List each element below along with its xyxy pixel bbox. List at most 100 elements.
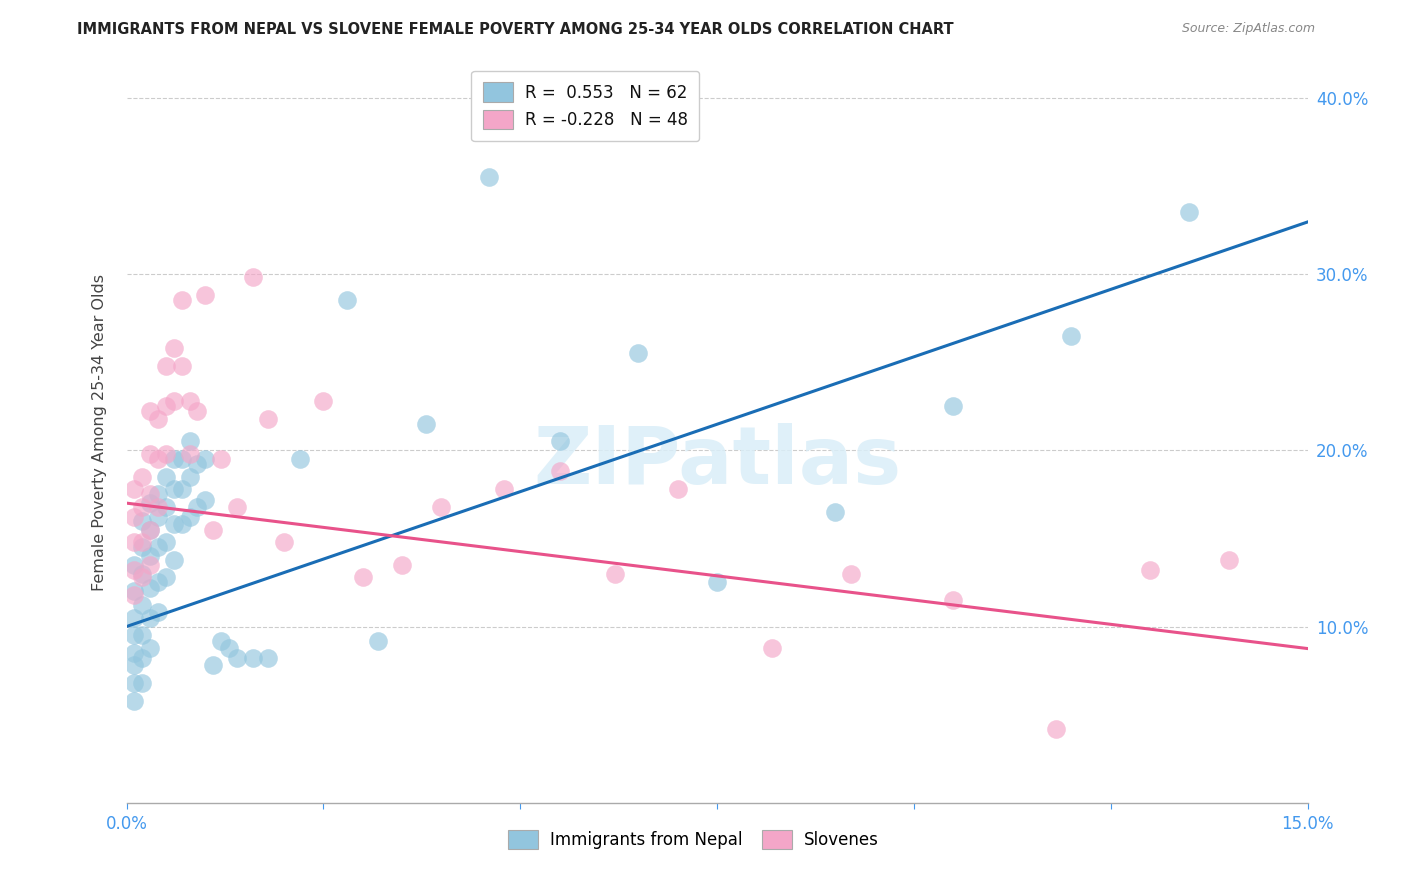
Point xyxy=(273,535,295,549)
Point xyxy=(124,588,146,602)
Point xyxy=(257,411,280,425)
Point xyxy=(548,434,571,449)
Point xyxy=(139,447,162,461)
Point xyxy=(124,482,146,496)
Point xyxy=(163,341,186,355)
Point xyxy=(131,570,153,584)
Point xyxy=(194,288,217,302)
Point xyxy=(179,393,201,408)
Point xyxy=(242,270,264,285)
Point xyxy=(124,658,146,673)
Point xyxy=(139,610,162,624)
Point xyxy=(1139,563,1161,577)
Point xyxy=(170,293,193,308)
Text: IMMIGRANTS FROM NEPAL VS SLOVENE FEMALE POVERTY AMONG 25-34 YEAR OLDS CORRELATIO: IMMIGRANTS FROM NEPAL VS SLOVENE FEMALE … xyxy=(77,22,953,37)
Point xyxy=(186,500,208,514)
Point xyxy=(139,549,162,563)
Point xyxy=(155,535,177,549)
Point xyxy=(352,570,374,584)
Point xyxy=(194,492,217,507)
Point xyxy=(1178,205,1201,219)
Point xyxy=(131,676,153,690)
Point xyxy=(131,651,153,665)
Point xyxy=(225,651,247,665)
Point xyxy=(179,434,201,449)
Point xyxy=(1060,328,1083,343)
Point xyxy=(218,640,240,655)
Point xyxy=(163,393,186,408)
Point xyxy=(131,628,153,642)
Point xyxy=(242,651,264,665)
Point xyxy=(179,469,201,483)
Point xyxy=(627,346,650,360)
Point xyxy=(124,646,146,660)
Point xyxy=(170,359,193,373)
Point xyxy=(391,558,413,572)
Point xyxy=(131,469,153,483)
Point xyxy=(131,535,153,549)
Point xyxy=(124,676,146,690)
Point xyxy=(124,563,146,577)
Point xyxy=(155,500,177,514)
Point xyxy=(131,599,153,613)
Point xyxy=(202,523,225,537)
Point xyxy=(1045,722,1067,736)
Point xyxy=(209,452,232,467)
Point xyxy=(257,651,280,665)
Point xyxy=(202,658,225,673)
Point xyxy=(146,411,169,425)
Point xyxy=(186,458,208,472)
Point xyxy=(139,640,162,655)
Point xyxy=(170,452,193,467)
Point xyxy=(139,558,162,572)
Point xyxy=(146,500,169,514)
Point xyxy=(761,640,783,655)
Point xyxy=(367,633,389,648)
Y-axis label: Female Poverty Among 25-34 Year Olds: Female Poverty Among 25-34 Year Olds xyxy=(93,274,107,591)
Point xyxy=(139,404,162,418)
Point xyxy=(824,505,846,519)
Point xyxy=(430,500,453,514)
Point xyxy=(170,517,193,532)
Point xyxy=(124,628,146,642)
Point xyxy=(194,452,217,467)
Point xyxy=(146,487,169,501)
Point xyxy=(225,500,247,514)
Point xyxy=(163,552,186,566)
Point xyxy=(494,482,516,496)
Point xyxy=(124,558,146,572)
Point xyxy=(666,482,689,496)
Point xyxy=(155,570,177,584)
Point xyxy=(131,540,153,554)
Point xyxy=(839,566,862,581)
Point xyxy=(155,399,177,413)
Point xyxy=(139,523,162,537)
Point xyxy=(155,447,177,461)
Point xyxy=(155,359,177,373)
Point xyxy=(139,581,162,595)
Point xyxy=(1218,552,1240,566)
Point xyxy=(155,469,177,483)
Point xyxy=(415,417,437,431)
Point xyxy=(124,584,146,599)
Point xyxy=(603,566,626,581)
Point xyxy=(139,496,162,510)
Point xyxy=(131,500,153,514)
Point xyxy=(209,633,232,648)
Point xyxy=(124,510,146,524)
Point xyxy=(146,452,169,467)
Point xyxy=(139,487,162,501)
Point xyxy=(131,514,153,528)
Text: Source: ZipAtlas.com: Source: ZipAtlas.com xyxy=(1181,22,1315,36)
Point xyxy=(131,566,153,581)
Point xyxy=(163,517,186,532)
Point xyxy=(139,523,162,537)
Point xyxy=(706,575,728,590)
Legend: Immigrants from Nepal, Slovenes: Immigrants from Nepal, Slovenes xyxy=(499,822,887,857)
Point xyxy=(146,575,169,590)
Point xyxy=(312,393,335,408)
Point xyxy=(179,510,201,524)
Point xyxy=(288,452,311,467)
Point xyxy=(124,693,146,707)
Point xyxy=(478,169,501,184)
